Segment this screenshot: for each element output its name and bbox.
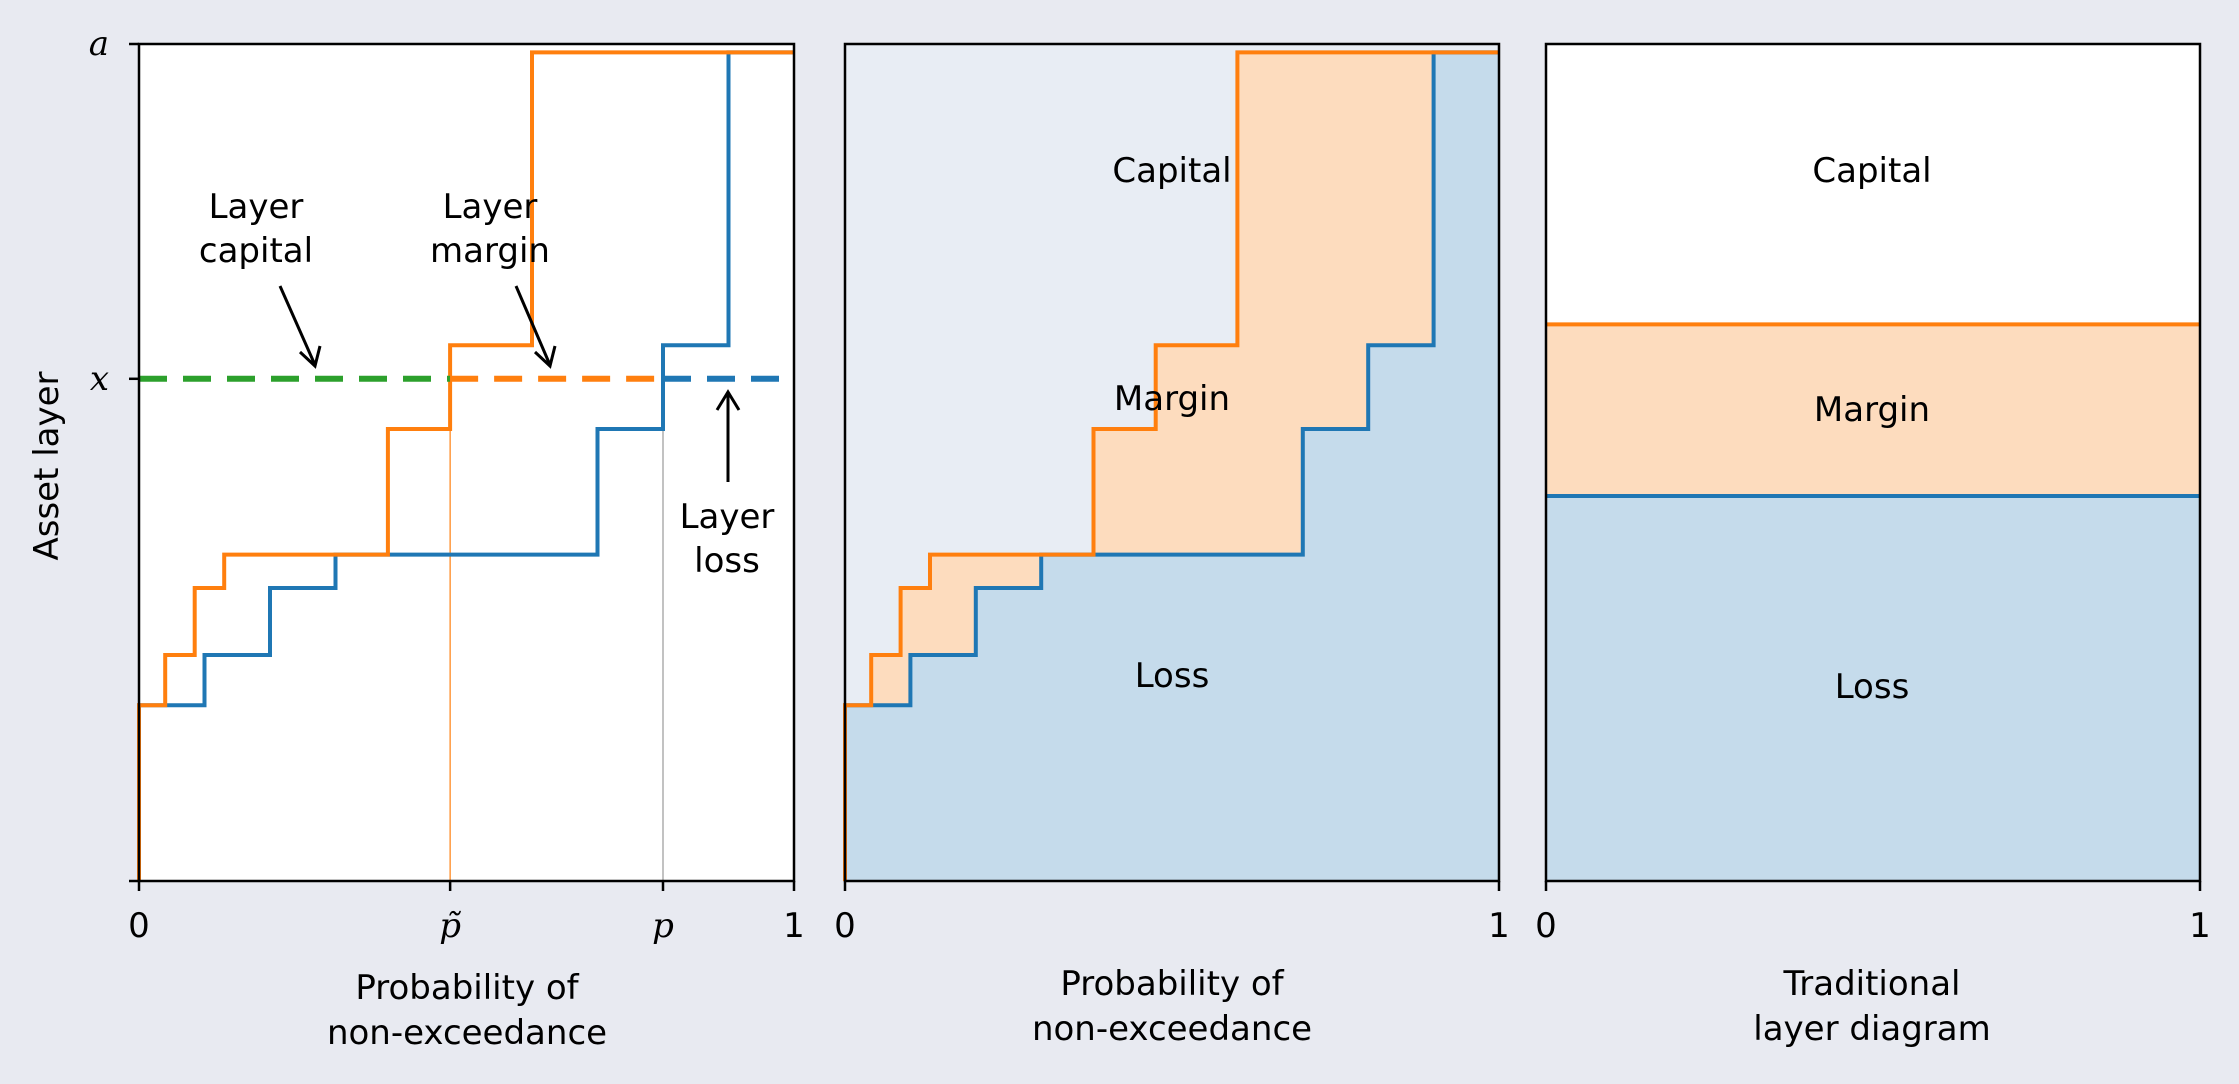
panel-right-traditional-layers: 0 1 Capital Margin Loss Traditional layer…: [1535, 42, 2211, 1049]
right-region-loss-label: Loss: [1835, 667, 1910, 707]
right-x-axis-label-line1: Traditional: [1782, 964, 1960, 1004]
middle-x-axis-label-line1: Probability of: [1060, 964, 1284, 1004]
right-x-tick-label-1: 1: [2189, 906, 2211, 946]
left-plot-frame: [137, 42, 796, 883]
right-plot-frame: [1544, 42, 2202, 883]
left-x-axis-label-line1: Probability of: [355, 968, 579, 1008]
premium-step-line: [137, 50, 794, 881]
left-x-tick-label-2: p: [652, 906, 674, 946]
panel-middle-filled-areas: 0 1 Capital Margin Loss Probability of no…: [834, 42, 1510, 1049]
middle-x-tick-label-0: 0: [834, 906, 856, 946]
middle-x-tick-label-1: 1: [1488, 906, 1510, 946]
left-x-tick-label-0: 0: [128, 906, 150, 946]
annotation-layer-capital-line1: Layer: [209, 187, 304, 227]
middle-region-capital-label: Capital: [1112, 151, 1231, 191]
left-y-tick-label-1: a: [89, 24, 109, 64]
middle-x-axis-label-line2: non-exceedance: [1032, 1009, 1312, 1049]
left-x-axis-label-line2: non-exceedance: [327, 1013, 607, 1053]
arrow-layer-loss: [715, 389, 741, 482]
traditional-margin-band: [1546, 324, 2200, 496]
panel-left-stepped-curves: 0 p̃ p 1 x a Asset layer Probability of non-e…: [27, 24, 805, 1053]
loss-area: [845, 52, 1499, 881]
annotation-layer-margin-line1: Layer: [443, 187, 538, 227]
left-x-tick-label-1: p̃: [439, 906, 462, 946]
right-x-axis-label-line2: layer diagram: [1753, 1009, 1991, 1049]
y-axis-label: Asset layer: [27, 371, 67, 560]
arrow-layer-margin: [514, 285, 557, 369]
left-x-tick-label-3: 1: [783, 906, 805, 946]
annotation-arrows: [278, 285, 741, 482]
annotation-layer-loss-line1: Layer: [680, 497, 775, 537]
middle-region-loss-label: Loss: [1135, 656, 1210, 696]
middle-plot-frame: [843, 42, 1501, 883]
right-x-tick-label-0: 0: [1535, 906, 1557, 946]
left-plot-area: [139, 44, 794, 881]
arrow-layer-capital: [278, 285, 322, 369]
annotation-layer-capital-line2: capital: [199, 231, 313, 271]
annotation-layer-loss-line2: loss: [694, 541, 760, 581]
right-region-capital-label: Capital: [1812, 151, 1931, 191]
middle-region-margin-label: Margin: [1114, 379, 1230, 419]
left-y-tick-label-0: x: [90, 359, 109, 399]
right-region-margin-label: Margin: [1814, 390, 1930, 430]
annotation-layer-margin-line2: margin: [430, 231, 550, 271]
traditional-loss-band: [1546, 495, 2200, 881]
middle-premium-step-line: [843, 50, 1499, 881]
